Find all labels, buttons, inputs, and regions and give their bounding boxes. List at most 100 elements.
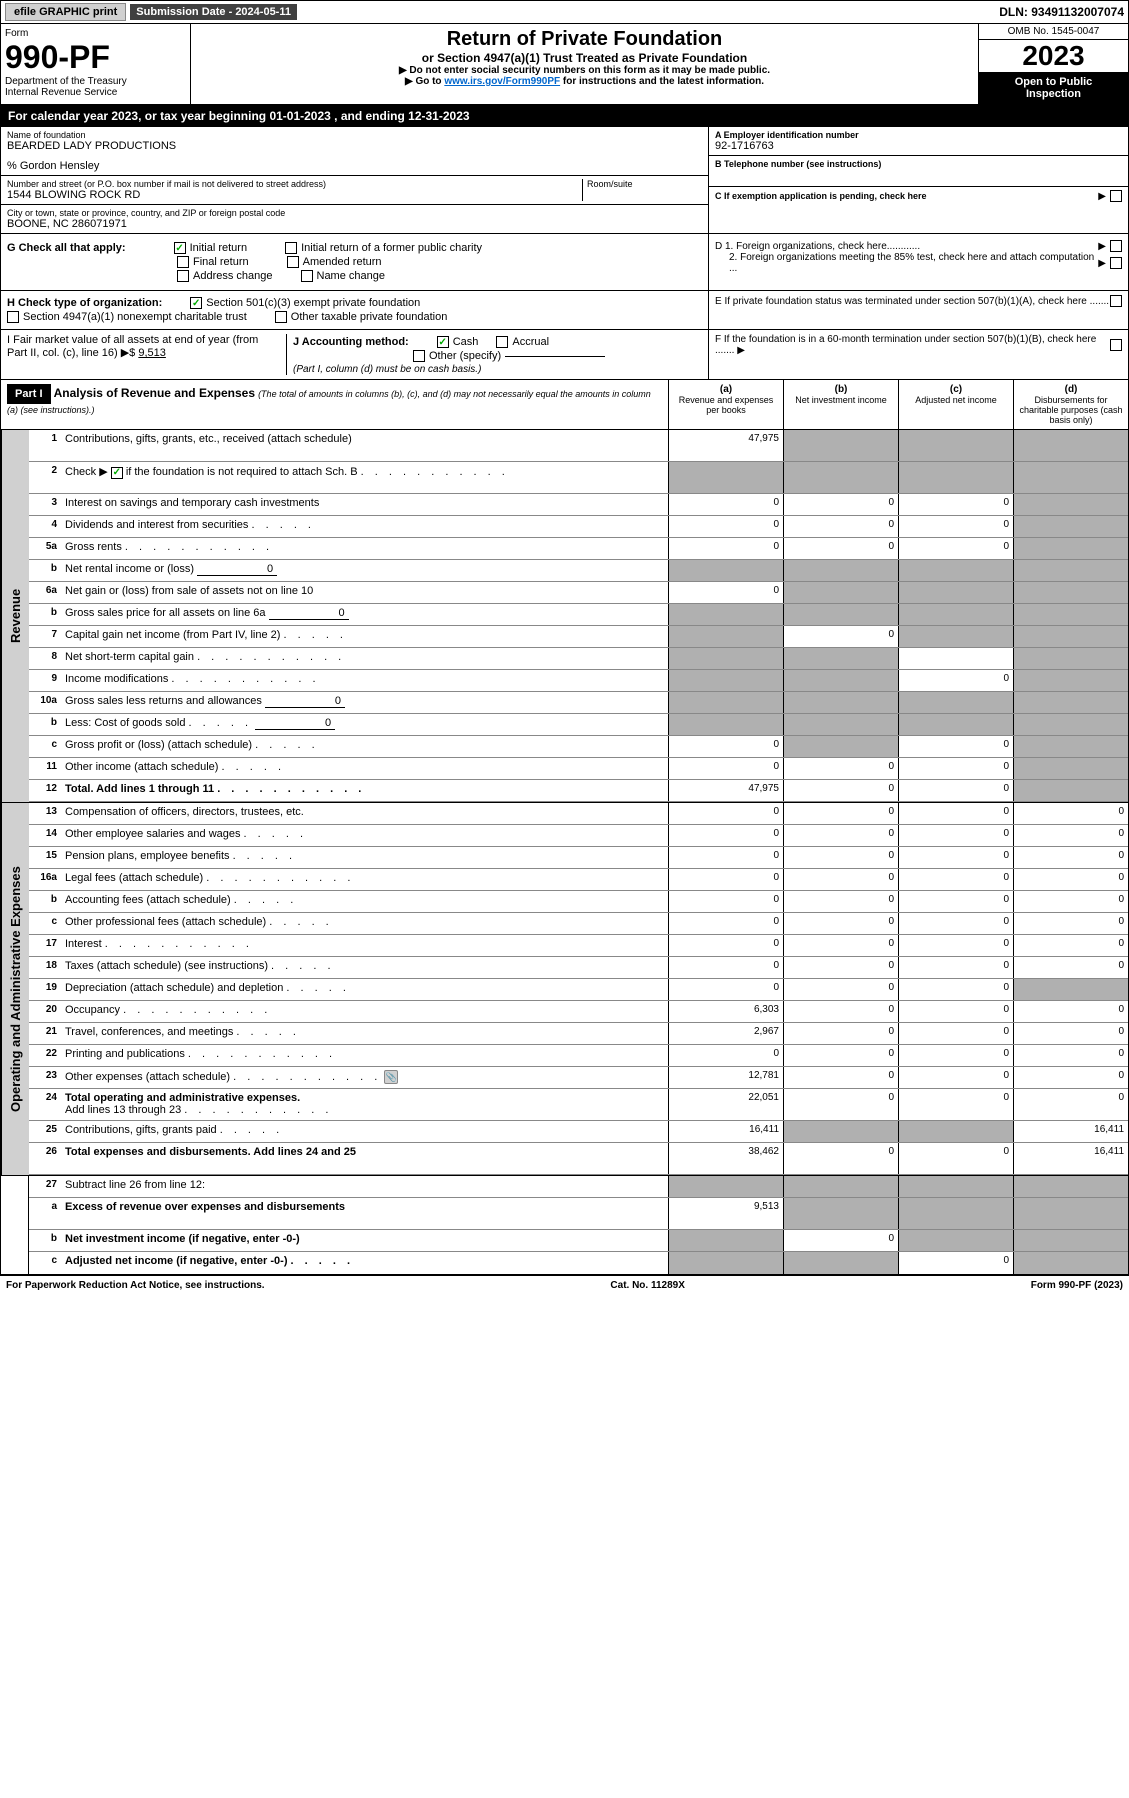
j-cash-checkbox[interactable] — [437, 336, 449, 348]
amended-label: Amended return — [303, 256, 382, 268]
col-a: 47,975 — [668, 780, 783, 801]
line-num: 5a — [29, 538, 63, 559]
col-c — [898, 560, 1013, 581]
street-label: Number and street (or P.O. box number if… — [7, 179, 582, 189]
line-num: 4 — [29, 516, 63, 537]
col-b — [783, 714, 898, 735]
col-b: 0 — [783, 538, 898, 559]
initial-return-checkbox[interactable] — [174, 242, 186, 254]
h-other-checkbox[interactable] — [275, 311, 287, 323]
f-checkbox[interactable] — [1110, 339, 1122, 351]
line-num: 18 — [29, 957, 63, 978]
col-c: 0 — [898, 1067, 1013, 1088]
line-num: 8 — [29, 648, 63, 669]
col-c: 0 — [898, 1045, 1013, 1066]
j-label: J Accounting method: — [293, 336, 409, 348]
footer-left: For Paperwork Reduction Act Notice, see … — [6, 1280, 265, 1291]
col-b: 0 — [783, 1089, 898, 1120]
col-c — [898, 626, 1013, 647]
dots: . . . . . . . . . . . — [123, 1004, 271, 1016]
pending-label: C If exemption application is pending, c… — [715, 191, 927, 201]
line-num: 17 — [29, 935, 63, 956]
col-a — [668, 1176, 783, 1197]
final-return-checkbox[interactable] — [177, 256, 189, 268]
col-a — [668, 1252, 783, 1274]
pending-checkbox[interactable] — [1110, 190, 1122, 202]
dots: . . . . . . . . . . . — [125, 541, 273, 553]
schb-checkbox[interactable] — [111, 467, 123, 479]
arrow-icon: ▶ — [1098, 241, 1106, 252]
line-desc: Net investment income (if negative, ente… — [63, 1230, 668, 1251]
line-desc: Net short-term capital gain — [65, 651, 194, 663]
j-accrual-checkbox[interactable] — [496, 336, 508, 348]
line-desc: Gross sales price for all assets on line… — [65, 607, 266, 619]
col-a: 9,513 — [668, 1198, 783, 1229]
checks-h-section: H Check type of organization: Section 50… — [0, 291, 1129, 330]
name-label: Name of foundation — [7, 130, 702, 140]
col-d — [1013, 560, 1128, 581]
col-d: 0 — [1013, 1045, 1128, 1066]
amended-checkbox[interactable] — [287, 256, 299, 268]
col-b — [783, 430, 898, 461]
d1-checkbox[interactable] — [1110, 240, 1122, 252]
col-a — [668, 604, 783, 625]
efile-print-button[interactable]: efile GRAPHIC print — [5, 3, 126, 21]
h-501c3-checkbox[interactable] — [190, 297, 202, 309]
col-a — [668, 692, 783, 713]
line-desc: Other employee salaries and wages — [65, 828, 240, 840]
col-a: 0 — [668, 847, 783, 868]
col-c: 0 — [898, 913, 1013, 934]
address-change-checkbox[interactable] — [177, 270, 189, 282]
name-change-checkbox[interactable] — [301, 270, 313, 282]
d2-checkbox[interactable] — [1110, 257, 1122, 269]
col-a: 0 — [668, 825, 783, 846]
dots: . . . . . — [222, 761, 286, 773]
inspection-line1: Open to Public — [983, 76, 1124, 88]
col-d — [1013, 714, 1128, 735]
col-d — [1013, 670, 1128, 691]
col-a — [668, 714, 783, 735]
line-desc: Gross rents — [65, 541, 122, 553]
form-label: Form — [5, 28, 186, 39]
e-checkbox[interactable] — [1110, 295, 1122, 307]
line-desc2: Add lines 13 through 23 — [65, 1104, 181, 1116]
attachment-icon[interactable]: 📎 — [384, 1070, 398, 1084]
col-c: 0 — [898, 1089, 1013, 1120]
col-c — [898, 1176, 1013, 1197]
j-other-checkbox[interactable] — [413, 350, 425, 362]
col-a: 22,051 — [668, 1089, 783, 1120]
dots: . . . . . . . . . . . — [233, 1071, 381, 1083]
note-prefix: ▶ Go to — [405, 76, 444, 87]
e-label: E If private foundation status was termi… — [715, 296, 1109, 307]
arrow-icon: ▶ — [1098, 258, 1106, 269]
line-desc-post: if the foundation is not required to att… — [123, 466, 358, 478]
col-d: 0 — [1013, 1067, 1128, 1088]
line-desc: Printing and publications — [65, 1048, 185, 1060]
h-label: H Check type of organization: — [7, 297, 162, 309]
dln-value: DLN: 93491132007074 — [999, 5, 1124, 19]
inline-value: 0 — [265, 695, 345, 708]
dept-irs: Internal Revenue Service — [5, 87, 186, 98]
col-d — [1013, 582, 1128, 603]
line-num: 27 — [29, 1176, 63, 1197]
col-d — [1013, 692, 1128, 713]
checks-ijf-section: I Fair market value of all assets at end… — [0, 330, 1129, 380]
col-b — [783, 604, 898, 625]
col-a — [668, 560, 783, 581]
col-b: 0 — [783, 1023, 898, 1044]
col-c: 0 — [898, 803, 1013, 824]
h-4947-checkbox[interactable] — [7, 311, 19, 323]
dots: . . . . . . . . . . . — [361, 466, 509, 478]
col-c: 0 — [898, 1143, 1013, 1174]
line-desc: Taxes (attach schedule) (see instruction… — [65, 960, 268, 972]
initial-former-checkbox[interactable] — [285, 242, 297, 254]
col-c: 0 — [898, 979, 1013, 1000]
j-cash-label: Cash — [453, 336, 479, 348]
form-header: Form 990-PF Department of the Treasury I… — [0, 24, 1129, 105]
line-num: 1 — [29, 430, 63, 461]
irs-link[interactable]: www.irs.gov/Form990PF — [444, 76, 560, 87]
line-desc: Total operating and administrative expen… — [65, 1092, 300, 1104]
line-num: 3 — [29, 494, 63, 515]
col-d — [1013, 1252, 1128, 1274]
room-label: Room/suite — [587, 179, 702, 189]
